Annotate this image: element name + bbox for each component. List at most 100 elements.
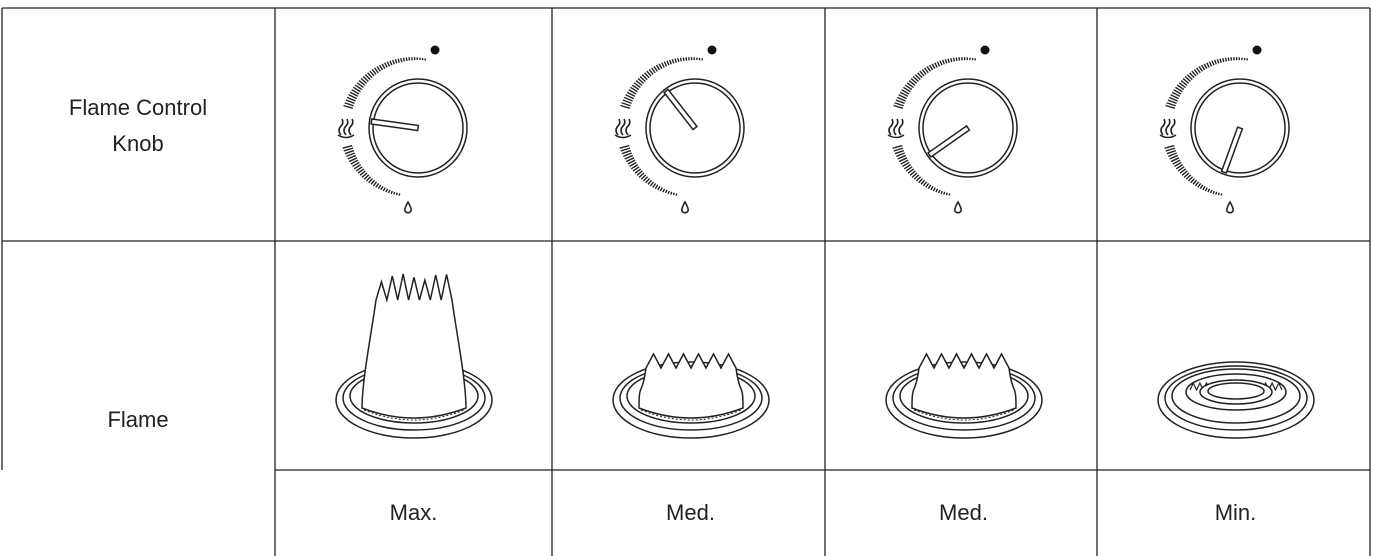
knob-tick	[1194, 181, 1200, 187]
knob-tick	[936, 61, 941, 67]
knob-tick	[622, 99, 632, 105]
knob-tick	[929, 64, 934, 71]
flame	[361, 273, 467, 419]
knob-tick	[1206, 62, 1210, 68]
knob-tick	[932, 187, 936, 192]
knob-tick	[360, 77, 368, 84]
knob-dot	[1252, 45, 1262, 55]
knob-pointer	[927, 124, 971, 159]
knob-tick	[898, 157, 908, 163]
knob-tick	[365, 176, 372, 182]
knob-tick	[390, 190, 393, 195]
knob-tick	[896, 96, 906, 102]
knob-tick	[637, 77, 645, 84]
knob-tick	[344, 149, 355, 155]
knob-tick	[924, 67, 929, 74]
knob-tick	[1165, 104, 1176, 110]
flame-icon-base	[887, 134, 905, 139]
knob-tick	[1212, 190, 1215, 195]
flame-icon	[893, 118, 899, 136]
knob-tick	[1211, 60, 1215, 66]
knob-tick	[620, 104, 631, 110]
knob-tick	[1182, 77, 1190, 84]
knob-tick	[1216, 59, 1220, 64]
knob-tick	[625, 94, 634, 100]
knob-dot	[430, 45, 440, 55]
knob-tick	[666, 60, 670, 66]
knob-tick	[376, 66, 381, 72]
knob-tick	[1180, 80, 1188, 86]
knob-dot	[980, 45, 990, 55]
knob-tick	[1201, 64, 1206, 71]
knob-tick	[903, 164, 912, 170]
knob-tick	[895, 99, 905, 105]
knob-tick	[930, 185, 934, 191]
knob-tick	[674, 58, 677, 63]
knob-tick	[649, 181, 655, 187]
knob-tick	[651, 67, 656, 74]
knob-tick	[1198, 66, 1203, 72]
knob-tick	[405, 57, 408, 62]
knob-tick	[348, 94, 357, 100]
knob-tick	[381, 63, 386, 69]
burner-rim	[1164, 365, 1308, 431]
knob-tick	[371, 68, 377, 75]
knob-tick	[1189, 72, 1195, 79]
knob-tick	[642, 176, 649, 182]
knob-tick	[374, 67, 379, 74]
knob-tick	[380, 185, 384, 191]
knob-tick	[918, 178, 924, 184]
burner-rim	[892, 365, 1036, 431]
knob-tick	[389, 60, 393, 66]
knob-tick	[372, 181, 378, 187]
flame-icon	[615, 118, 621, 136]
knob-tick	[950, 57, 953, 63]
knob-tick	[629, 161, 637, 168]
knob-tick	[364, 74, 371, 81]
flame-drawing	[885, 352, 1043, 439]
knob-tick	[363, 174, 370, 180]
knob-tick	[631, 84, 640, 91]
knob-tick	[623, 152, 633, 158]
knob-tick	[1169, 154, 1179, 160]
flame-icon	[888, 118, 894, 136]
knob-tick	[939, 60, 943, 66]
knob-tick	[1171, 91, 1181, 97]
flame-drawing	[1157, 361, 1315, 439]
knob-tick	[1179, 168, 1187, 174]
flame	[638, 352, 744, 419]
knob-tick	[653, 66, 658, 72]
knob-tick	[355, 166, 363, 172]
burner-cap	[1207, 382, 1265, 400]
knob	[887, 45, 1018, 214]
knob-inner	[372, 82, 464, 174]
knob-tick	[639, 76, 646, 82]
knob-tick	[351, 89, 360, 95]
knob-tick	[1193, 68, 1199, 75]
knob-tick	[908, 80, 916, 86]
knob-tick	[1191, 70, 1197, 77]
flame-icon	[625, 118, 631, 136]
knob-tick	[1167, 99, 1177, 105]
knob-tick	[1196, 67, 1201, 74]
knob-tick	[911, 172, 918, 178]
knob-tick	[679, 57, 683, 62]
knob-tick	[1176, 84, 1185, 91]
burner-cap	[1199, 379, 1273, 405]
knob-tick	[1164, 144, 1175, 149]
knob-tick	[367, 72, 373, 79]
knob-tick	[350, 159, 359, 165]
knob-tick	[621, 149, 632, 155]
level-label: Max.	[389, 500, 438, 525]
knob-tick	[342, 144, 353, 149]
drop-icon	[404, 200, 412, 214]
knob-tick	[362, 76, 369, 82]
row-label: Flame Control Knob	[68, 95, 208, 156]
knob-tick	[934, 62, 938, 68]
knob-pointer	[1220, 126, 1244, 174]
knob-tick	[636, 170, 643, 176]
knob-tick	[672, 192, 675, 196]
knob-tick	[1178, 82, 1186, 89]
knob-tick	[630, 86, 638, 93]
knob-tick	[1183, 172, 1190, 178]
